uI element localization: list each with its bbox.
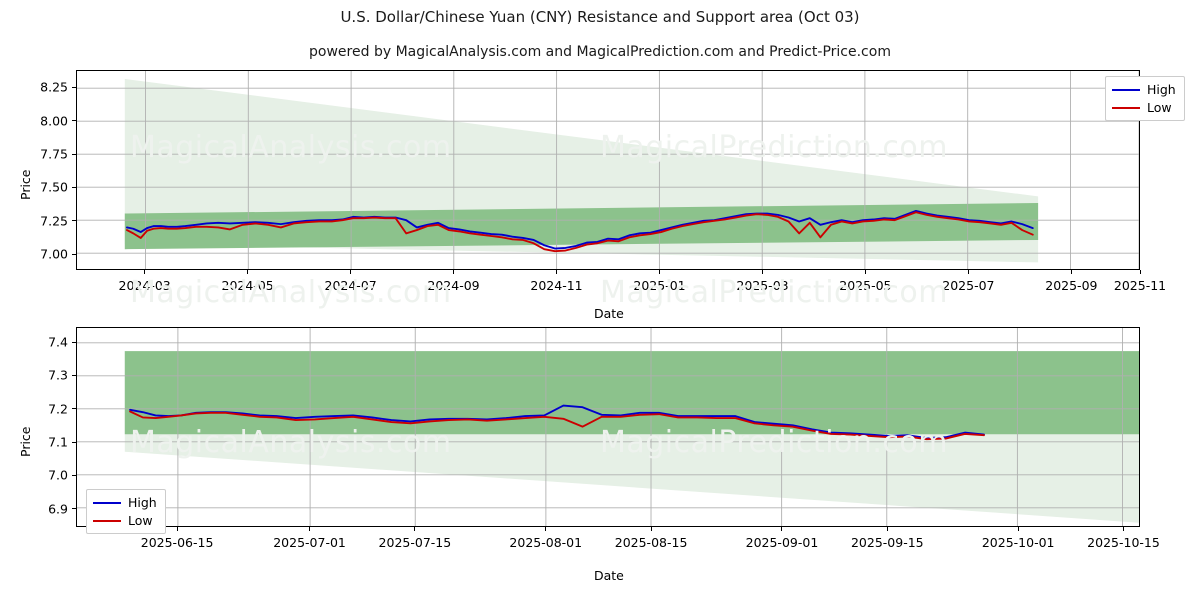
x-tick-mark: [650, 527, 652, 531]
y-tick-label: 8.00: [40, 113, 68, 129]
x-tick-mark: [967, 270, 969, 274]
legend-label: Low: [128, 513, 153, 528]
x-tick-label: 2025-11: [1113, 278, 1167, 293]
y-tick-label: 7.75: [40, 146, 68, 162]
bottom-plot-svg: [77, 328, 1139, 526]
bottom-ylabel: Price: [18, 426, 33, 458]
y-tick-label: 7.3: [48, 367, 68, 383]
x-tick-mark: [781, 527, 783, 531]
x-tick-label: 2024-05: [221, 278, 274, 293]
y-tick-label: 7.50: [40, 179, 68, 195]
x-tick-label: 2024-09: [427, 278, 480, 293]
y-tick-label: 7.1: [48, 434, 68, 450]
x-tick-mark: [545, 527, 547, 531]
bottom-plot-area: [76, 327, 1140, 527]
x-tick-label: 2025-09-15: [850, 535, 924, 550]
x-tick-mark: [1070, 270, 1072, 274]
x-tick-label: 2025-07: [942, 278, 995, 293]
y-tick-label: 7.2: [48, 401, 68, 417]
y-tick-label: 7.0: [48, 467, 68, 483]
legend-item-high[interactable]: High: [1112, 82, 1176, 97]
x-tick-mark: [864, 270, 866, 274]
x-tick-label: 2024-03: [118, 278, 171, 293]
bottom-chart-panel: [76, 327, 1140, 527]
legend-swatch-low-icon: [1112, 106, 1140, 109]
top-xlabel: Date: [594, 306, 624, 321]
legend-item-low[interactable]: Low: [93, 513, 157, 528]
series-line-low: [129, 410, 985, 441]
x-tick-mark: [414, 527, 416, 531]
page-subtitle: powered by MagicalAnalysis.com and Magic…: [309, 44, 891, 60]
x-tick-mark: [309, 527, 311, 531]
band-inner-support-resistance: [124, 351, 1139, 435]
y-tick-label: 7.00: [40, 246, 68, 262]
y-tick-mark: [72, 120, 76, 122]
x-tick-label: 2025-01: [633, 278, 686, 293]
y-tick-label: 8.25: [40, 79, 68, 95]
y-tick-mark: [72, 474, 76, 476]
series-line-high: [125, 209, 1034, 250]
x-tick-mark: [1123, 527, 1124, 531]
x-tick-mark: [453, 270, 454, 274]
y-tick-mark: [72, 408, 76, 410]
x-tick-mark: [1017, 527, 1019, 531]
legend-swatch-high-icon: [93, 501, 121, 504]
x-tick-mark: [176, 527, 178, 531]
x-tick-mark: [144, 270, 146, 274]
top-plot-area: [76, 70, 1140, 270]
y-tick-mark: [72, 186, 76, 188]
y-tick-label: 6.9: [48, 501, 68, 517]
x-tick-label: 2025-06-15: [140, 535, 214, 550]
x-tick-mark: [1139, 270, 1141, 274]
legend-swatch-high-icon: [1112, 88, 1140, 91]
page-title: U.S. Dollar/Chinese Yuan (CNY) Resistanc…: [340, 8, 860, 26]
legend-item-high[interactable]: High: [93, 495, 157, 510]
x-tick-label: 2024-11: [530, 278, 583, 293]
series-line-high: [129, 404, 985, 439]
x-tick-mark: [658, 270, 660, 274]
y-tick-label: 7.4: [48, 334, 68, 350]
legend-item-low[interactable]: Low: [1112, 100, 1176, 115]
x-tick-label: 2024-07: [324, 278, 377, 293]
legend-label: High: [128, 495, 157, 510]
x-tick-label: 2025-07-15: [378, 535, 452, 550]
y-tick-mark: [72, 253, 76, 255]
y-tick-mark: [72, 441, 76, 443]
top-plot-svg: [77, 71, 1139, 269]
watermark-text: MagicalAnalysis.com: [130, 275, 452, 310]
y-tick-mark: [72, 153, 76, 155]
x-tick-label: 2025-03: [736, 278, 789, 293]
series-line-low: [125, 211, 1034, 253]
y-tick-mark: [72, 86, 76, 88]
bottom-legend[interactable]: High Low: [86, 489, 166, 534]
x-tick-label: 2025-05: [839, 278, 892, 293]
x-tick-mark: [886, 527, 888, 531]
x-tick-label: 2025-10-01: [981, 535, 1055, 550]
y-tick-mark: [72, 220, 76, 222]
y-tick-mark: [72, 341, 76, 343]
band-inner-support-resistance: [124, 202, 1039, 250]
top-legend[interactable]: High Low: [1105, 76, 1185, 121]
x-tick-mark: [556, 270, 557, 274]
x-tick-label: 2025-10-15: [1087, 535, 1160, 550]
legend-label: Low: [1147, 100, 1172, 115]
x-tick-label: 2025-08-01: [509, 535, 583, 550]
x-tick-mark: [350, 270, 352, 274]
x-tick-mark: [247, 270, 249, 274]
y-tick-mark: [72, 508, 76, 510]
legend-label: High: [1147, 82, 1176, 97]
y-tick-label: 7.25: [40, 213, 68, 229]
top-chart-panel: [76, 70, 1140, 270]
x-tick-mark: [761, 270, 763, 274]
legend-swatch-low-icon: [93, 519, 121, 522]
x-tick-label: 2025-09: [1045, 278, 1098, 293]
y-tick-mark: [72, 374, 76, 376]
top-ylabel: Price: [18, 169, 33, 201]
x-tick-label: 2025-09-01: [745, 535, 819, 550]
x-tick-label: 2025-08-15: [614, 535, 688, 550]
bottom-xlabel: Date: [594, 568, 624, 583]
x-tick-label: 2025-07-01: [273, 535, 346, 550]
